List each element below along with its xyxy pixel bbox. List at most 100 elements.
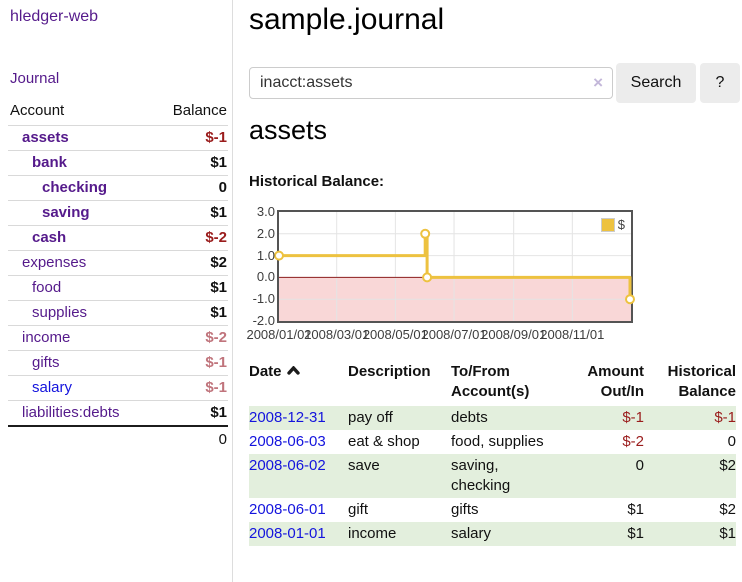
register-date-cell: 2008-06-03: [249, 430, 348, 454]
transaction-date-link[interactable]: 2008-12-31: [249, 409, 326, 426]
chart-legend: $: [598, 216, 627, 233]
clear-search-icon[interactable]: ×: [593, 73, 603, 92]
register-date-cell: 2008-06-02: [249, 454, 348, 498]
accounts-header-row: Account Balance: [8, 98, 228, 126]
sidebar: hledger-web Journal Account Balance asse…: [0, 0, 233, 582]
account-link[interactable]: saving: [42, 204, 90, 221]
accounts-total-value: 0: [8, 425, 228, 453]
x-axis-tick-label: 2008/01/01: [246, 327, 312, 342]
search-button[interactable]: Search: [616, 63, 696, 103]
account-name-cell: food: [8, 275, 154, 301]
account-link[interactable]: supplies: [32, 304, 88, 321]
register-amount-cell: 0: [635, 457, 644, 474]
register-row: 2008-12-31 pay off debts $-1 $-1: [249, 406, 736, 430]
y-axis-tick-label: 1.0: [256, 247, 275, 263]
account-row: income $-2: [8, 325, 228, 351]
register-accounts-cell: debts: [451, 409, 488, 426]
legend-label: $: [617, 217, 625, 232]
account-row: cash $-2: [8, 225, 228, 251]
help-button[interactable]: ?: [700, 63, 740, 103]
account-row: supplies $1: [8, 300, 228, 326]
account-link[interactable]: bank: [32, 154, 68, 171]
account-name-cell: liabilities:debts: [8, 400, 154, 426]
register-body: 2008-12-31 pay off debts $-1 $-1 2008-06-03 ea…: [249, 406, 736, 546]
register-balance-cell: $1: [719, 525, 736, 542]
account-name-cell: saving: [8, 200, 154, 226]
register-description-cell: income: [348, 525, 397, 542]
register-balance-cell: $-1: [714, 409, 736, 426]
balance-chart: $ 3.0 2.0 1.0 0.0 -1.0 -2.0 2008/01/01 2008/03/…: [246, 203, 669, 345]
account-balance: $1: [153, 300, 228, 326]
chart-plot-area[interactable]: $: [274, 210, 635, 323]
account-row: checking 0: [8, 175, 228, 201]
legend-swatch: [600, 217, 615, 232]
account-link[interactable]: cash: [32, 229, 67, 246]
account-link[interactable]: expenses: [22, 254, 87, 271]
nav-journal-link[interactable]: Journal: [10, 70, 60, 87]
account-link[interactable]: checking: [42, 179, 108, 196]
register-row: 2008-06-02 save saving, checking 0 $2: [249, 454, 736, 498]
accounts-body: assets $-1 bank $1 checking 0 saving $1 cash $-2 e…: [8, 125, 228, 453]
account-balance: $-2: [153, 225, 228, 251]
transaction-date-link[interactable]: 2008-01-01: [249, 525, 326, 542]
register-amount-cell: $-1: [622, 409, 644, 426]
register-amount-cell: $1: [627, 501, 644, 518]
x-axis-tick-label: 2008/07/01: [421, 327, 487, 342]
register-header-date[interactable]: Date: [249, 360, 348, 406]
account-name-cell: gifts: [8, 350, 154, 376]
account-name-cell: income: [8, 325, 154, 351]
account-name-cell: assets: [8, 125, 154, 151]
account-balance: $-1: [153, 350, 228, 376]
account-balance: $1: [153, 200, 228, 226]
register-header-description: Description: [348, 363, 431, 380]
sort-asc-icon: [286, 365, 300, 375]
account-link[interactable]: liabilities:debts: [22, 404, 120, 421]
account-row: saving $1: [8, 200, 228, 226]
register-accounts-cell: saving, checking: [451, 457, 511, 494]
register-row: 2008-06-01 gift gifts $1 $2: [249, 498, 736, 522]
y-axis-tick-label: 3.0: [256, 204, 275, 219]
register-date-cell: 2008-01-01: [249, 522, 348, 546]
y-axis-tick-label: 2.0: [256, 225, 275, 241]
accounts-header-balance: Balance: [172, 102, 227, 119]
register-row: 2008-06-03 eat & shop food, supplies $-2 0: [249, 430, 736, 454]
accounts-table: Account Balance assets $-1 bank $1 checking 0…: [8, 98, 228, 453]
account-balance: $1: [153, 400, 228, 426]
account-name-cell: salary: [8, 375, 154, 401]
register-table: Date Description To/From Account(s) Amou…: [249, 360, 736, 546]
accounts-total-row: 0: [8, 425, 228, 453]
transaction-date-link[interactable]: 2008-06-02: [249, 457, 326, 474]
account-row: salary $-1: [8, 375, 228, 401]
register-balance-cell: $2: [719, 457, 736, 474]
account-row: gifts $-1: [8, 350, 228, 376]
register-header-row: Date Description To/From Account(s) Amou…: [249, 360, 736, 406]
transaction-date-link[interactable]: 2008-06-01: [249, 501, 326, 518]
account-heading: assets: [249, 115, 328, 145]
account-link[interactable]: salary: [32, 379, 73, 396]
account-row: assets $-1: [8, 125, 228, 151]
account-name-cell: supplies: [8, 300, 154, 326]
account-balance: $2: [153, 250, 228, 276]
register-header-balance: Historical Balance: [667, 363, 736, 400]
account-balance: $-2: [153, 325, 228, 351]
account-balance: $-1: [153, 375, 228, 401]
account-row: food $1: [8, 275, 228, 301]
account-link[interactable]: income: [22, 329, 71, 346]
brand-link[interactable]: hledger-web: [10, 8, 99, 25]
register-description-cell: eat & shop: [348, 433, 420, 450]
register-description-cell: pay off: [348, 409, 393, 426]
accounts-header-account: Account: [10, 102, 65, 119]
x-axis-tick-label: 2008/03/01: [304, 327, 370, 342]
account-link[interactable]: food: [32, 279, 62, 296]
search-bar: × Search ?: [249, 63, 742, 103]
search-input[interactable]: [249, 67, 613, 99]
account-link[interactable]: gifts: [32, 354, 60, 371]
account-balance: 0: [153, 175, 228, 201]
register-date-cell: 2008-12-31: [249, 406, 348, 430]
transaction-date-link[interactable]: 2008-06-03: [249, 433, 326, 450]
account-link[interactable]: assets: [22, 129, 69, 146]
chart-canvas: [274, 212, 635, 321]
y-axis-tick-label: -1.0: [252, 291, 275, 307]
account-name-cell: cash: [8, 225, 154, 251]
account-name-cell: expenses: [8, 250, 154, 276]
